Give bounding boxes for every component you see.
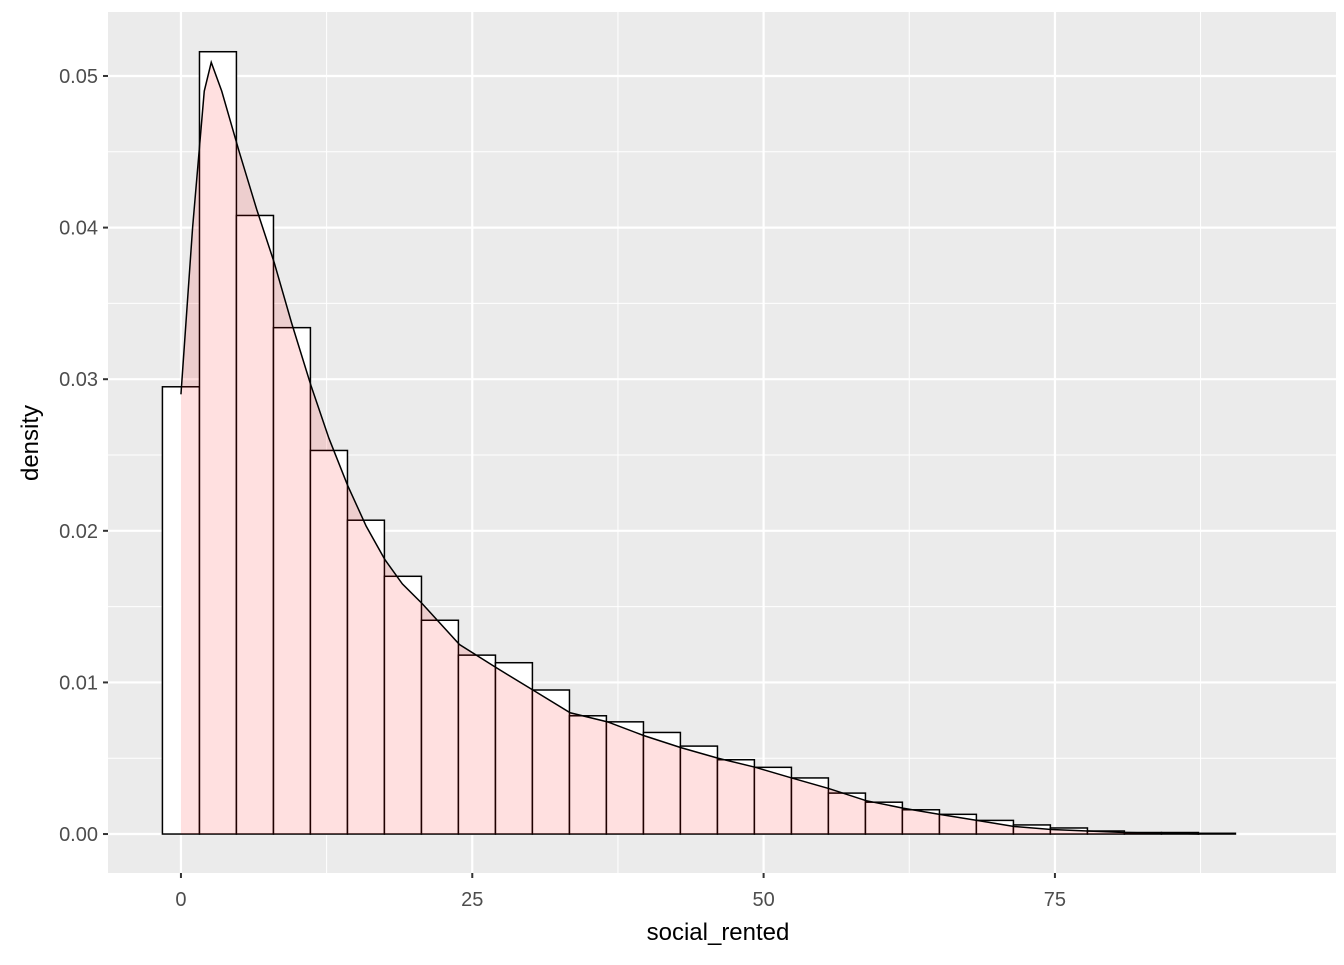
histogram-bar	[531, 689, 571, 835]
histogram-bar	[161, 386, 201, 835]
histogram-bar	[1197, 832, 1237, 835]
histogram-bar	[235, 214, 275, 835]
density-line	[180, 59, 1200, 835]
histogram-bar	[790, 777, 830, 835]
y-tick-label: 0.03	[59, 369, 98, 391]
histogram-bar	[864, 801, 904, 835]
density-area	[180, 62, 1200, 835]
y-tick-label: 0.02	[59, 521, 98, 543]
y-tick-label: 0.04	[59, 218, 98, 240]
y-tick-label: 0.05	[59, 66, 98, 88]
y-tick-label: 0.00	[59, 824, 98, 846]
histogram-bar	[272, 326, 312, 835]
x-tick-label: 75	[1044, 889, 1066, 911]
histogram-bar	[383, 575, 423, 835]
x-tick-label: 50	[752, 889, 774, 911]
x-tick-label: 25	[461, 889, 483, 911]
histogram-bar	[568, 715, 608, 835]
histogram-bar	[309, 449, 349, 835]
x-tick-label: 0	[175, 889, 186, 911]
y-axis-title: density	[17, 405, 44, 481]
histogram-bar	[346, 519, 386, 835]
y-tick-label: 0.01	[59, 672, 98, 694]
histogram-bar	[198, 50, 238, 835]
histogram-bar	[753, 766, 793, 835]
histogram-bar	[420, 619, 460, 835]
x-axis-title: social_rented	[647, 919, 790, 946]
histogram-bar	[901, 809, 941, 835]
